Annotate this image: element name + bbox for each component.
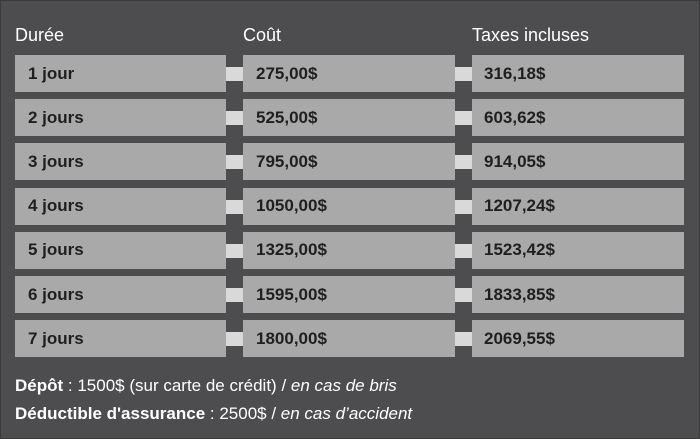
row-connector bbox=[455, 155, 472, 170]
deductible-slash: / bbox=[266, 404, 281, 423]
deductible-separator: : bbox=[205, 404, 220, 423]
taxes-included-cell: 1523,42$ bbox=[472, 231, 684, 269]
cost-cell: 1800,00$ bbox=[243, 320, 455, 358]
row-connector bbox=[455, 243, 472, 258]
duration-cell: 5 jours bbox=[15, 231, 226, 269]
table-row: 7 jours 1800,00$ 2069,55$ bbox=[0, 320, 700, 358]
deposit-value: 1500$ (sur carte de crédit) bbox=[77, 376, 277, 395]
row-connector bbox=[226, 155, 243, 170]
row-connector bbox=[455, 288, 472, 302]
deposit-condition: en cas de bris bbox=[290, 376, 397, 395]
cost-cell: 525,00$ bbox=[243, 99, 455, 137]
deductible-label: Déductible d'assurance bbox=[15, 404, 206, 423]
cost-cell: 795,00$ bbox=[243, 143, 455, 181]
duration-cell: 2 jours bbox=[15, 99, 226, 137]
row-connector bbox=[226, 288, 243, 302]
deposit-slash: / bbox=[276, 376, 291, 395]
table-row: 4 jours 1050,00$ 1207,24$ bbox=[0, 187, 700, 225]
row-connector bbox=[226, 199, 243, 214]
row-connector bbox=[226, 243, 243, 258]
row-connector bbox=[455, 67, 472, 81]
taxes-included-cell: 1207,24$ bbox=[472, 187, 684, 225]
duration-cell: 3 jours bbox=[15, 143, 226, 181]
row-connector bbox=[455, 199, 472, 214]
table-row: 2 jours 525,00$ 603,62$ bbox=[0, 99, 700, 137]
row-connector bbox=[226, 111, 243, 126]
header-duration: Durée bbox=[15, 25, 65, 45]
row-connector bbox=[455, 332, 472, 347]
taxes-included-cell: 914,05$ bbox=[472, 143, 684, 181]
taxes-included-cell: 2069,55$ bbox=[472, 320, 684, 358]
cost-cell: 275,00$ bbox=[243, 55, 455, 92]
deposit-separator: : bbox=[63, 376, 78, 395]
taxes-included-cell: 603,62$ bbox=[472, 99, 684, 137]
table-row: 6 jours 1595,00$ 1833,85$ bbox=[0, 276, 700, 313]
deposit-note: Dépôt : 1500$ (sur carte de crédit) / en… bbox=[15, 376, 397, 396]
row-connector bbox=[226, 67, 243, 81]
cost-cell: 1595,00$ bbox=[243, 276, 455, 313]
table-row: 5 jours 1325,00$ 1523,42$ bbox=[0, 231, 700, 269]
duration-cell: 4 jours bbox=[15, 187, 226, 225]
duration-cell: 7 jours bbox=[15, 320, 226, 358]
deposit-label: Dépôt bbox=[15, 376, 64, 395]
table-row: 1 jour 275,00$ 316,18$ bbox=[0, 55, 700, 92]
cost-cell: 1325,00$ bbox=[243, 231, 455, 269]
deductible-value: 2500$ bbox=[219, 404, 267, 423]
row-connector bbox=[455, 111, 472, 126]
duration-cell: 1 jour bbox=[15, 55, 226, 92]
deductible-note: Déductible d'assurance : 2500$ / en cas … bbox=[15, 404, 412, 424]
taxes-included-cell: 316,18$ bbox=[472, 55, 684, 92]
cost-cell: 1050,00$ bbox=[243, 187, 455, 225]
row-connector bbox=[226, 332, 243, 347]
duration-cell: 6 jours bbox=[15, 276, 226, 313]
header-cost: Coût bbox=[243, 25, 282, 45]
header-taxes-included: Taxes incluses bbox=[472, 25, 590, 45]
taxes-included-cell: 1833,85$ bbox=[472, 276, 684, 313]
deductible-condition: en cas d’accident bbox=[280, 404, 413, 423]
table-row: 3 jours 795,00$ 914,05$ bbox=[0, 143, 700, 181]
